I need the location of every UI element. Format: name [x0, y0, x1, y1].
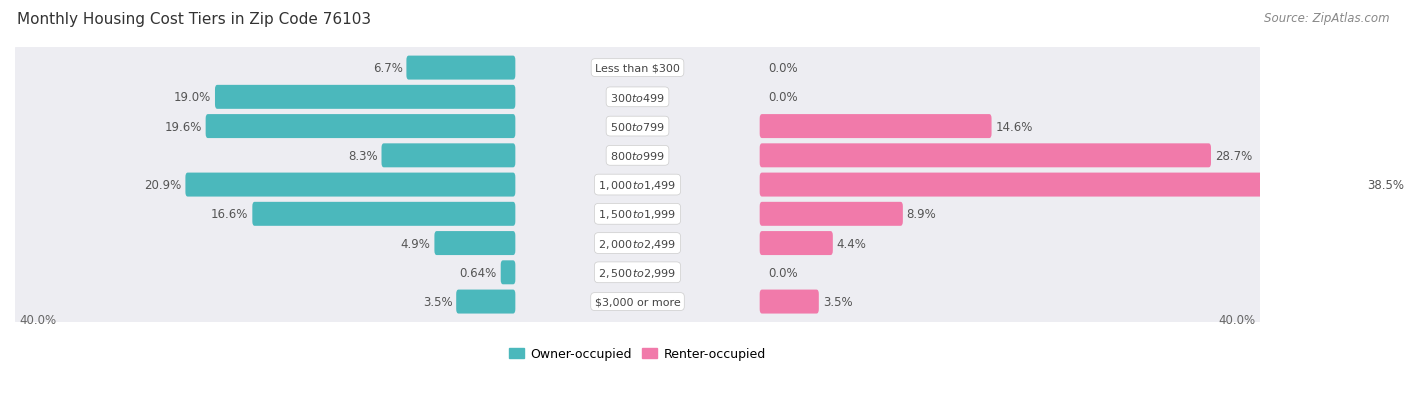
Text: 14.6%: 14.6% — [995, 120, 1033, 133]
FancyBboxPatch shape — [14, 251, 1261, 294]
Text: 16.6%: 16.6% — [211, 208, 249, 221]
FancyBboxPatch shape — [759, 115, 991, 139]
Text: 3.5%: 3.5% — [423, 295, 453, 309]
Text: Less than $300: Less than $300 — [595, 64, 681, 74]
Text: 8.3%: 8.3% — [349, 150, 378, 162]
FancyBboxPatch shape — [456, 290, 516, 314]
FancyBboxPatch shape — [434, 232, 516, 255]
FancyBboxPatch shape — [14, 164, 1261, 207]
FancyBboxPatch shape — [759, 173, 1364, 197]
Text: 0.0%: 0.0% — [768, 91, 797, 104]
FancyBboxPatch shape — [759, 290, 818, 314]
Text: $500 to $799: $500 to $799 — [610, 121, 665, 133]
FancyBboxPatch shape — [14, 76, 1261, 119]
FancyBboxPatch shape — [759, 144, 1211, 168]
Text: 40.0%: 40.0% — [1218, 314, 1256, 327]
FancyBboxPatch shape — [205, 115, 516, 139]
Text: 20.9%: 20.9% — [145, 179, 181, 192]
Text: $2,500 to $2,999: $2,500 to $2,999 — [599, 266, 676, 279]
FancyBboxPatch shape — [501, 261, 516, 285]
FancyBboxPatch shape — [406, 57, 516, 81]
Text: $300 to $499: $300 to $499 — [610, 92, 665, 104]
Text: $1,000 to $1,499: $1,000 to $1,499 — [599, 179, 676, 192]
FancyBboxPatch shape — [14, 280, 1261, 323]
FancyBboxPatch shape — [14, 47, 1261, 90]
Text: 19.0%: 19.0% — [174, 91, 211, 104]
Legend: Owner-occupied, Renter-occupied: Owner-occupied, Renter-occupied — [505, 342, 770, 366]
FancyBboxPatch shape — [14, 193, 1261, 236]
Text: Monthly Housing Cost Tiers in Zip Code 76103: Monthly Housing Cost Tiers in Zip Code 7… — [17, 12, 371, 27]
Text: 0.64%: 0.64% — [460, 266, 496, 279]
Text: 28.7%: 28.7% — [1215, 150, 1253, 162]
FancyBboxPatch shape — [14, 134, 1261, 178]
FancyBboxPatch shape — [14, 105, 1261, 148]
FancyBboxPatch shape — [186, 173, 516, 197]
FancyBboxPatch shape — [381, 144, 516, 168]
Text: $1,500 to $1,999: $1,500 to $1,999 — [599, 208, 676, 221]
FancyBboxPatch shape — [759, 232, 832, 255]
Text: 40.0%: 40.0% — [20, 314, 56, 327]
Text: Source: ZipAtlas.com: Source: ZipAtlas.com — [1264, 12, 1389, 25]
Text: 8.9%: 8.9% — [907, 208, 936, 221]
FancyBboxPatch shape — [14, 222, 1261, 265]
Text: 6.7%: 6.7% — [373, 62, 402, 75]
Text: $3,000 or more: $3,000 or more — [595, 297, 681, 307]
Text: $2,000 to $2,499: $2,000 to $2,499 — [599, 237, 676, 250]
FancyBboxPatch shape — [759, 202, 903, 226]
FancyBboxPatch shape — [252, 202, 516, 226]
Text: 4.9%: 4.9% — [401, 237, 430, 250]
Text: 19.6%: 19.6% — [165, 120, 201, 133]
Text: 38.5%: 38.5% — [1368, 179, 1405, 192]
Text: 3.5%: 3.5% — [823, 295, 852, 309]
Text: 4.4%: 4.4% — [837, 237, 866, 250]
FancyBboxPatch shape — [215, 85, 516, 109]
Text: 0.0%: 0.0% — [768, 62, 797, 75]
Text: 0.0%: 0.0% — [768, 266, 797, 279]
Text: $800 to $999: $800 to $999 — [610, 150, 665, 162]
